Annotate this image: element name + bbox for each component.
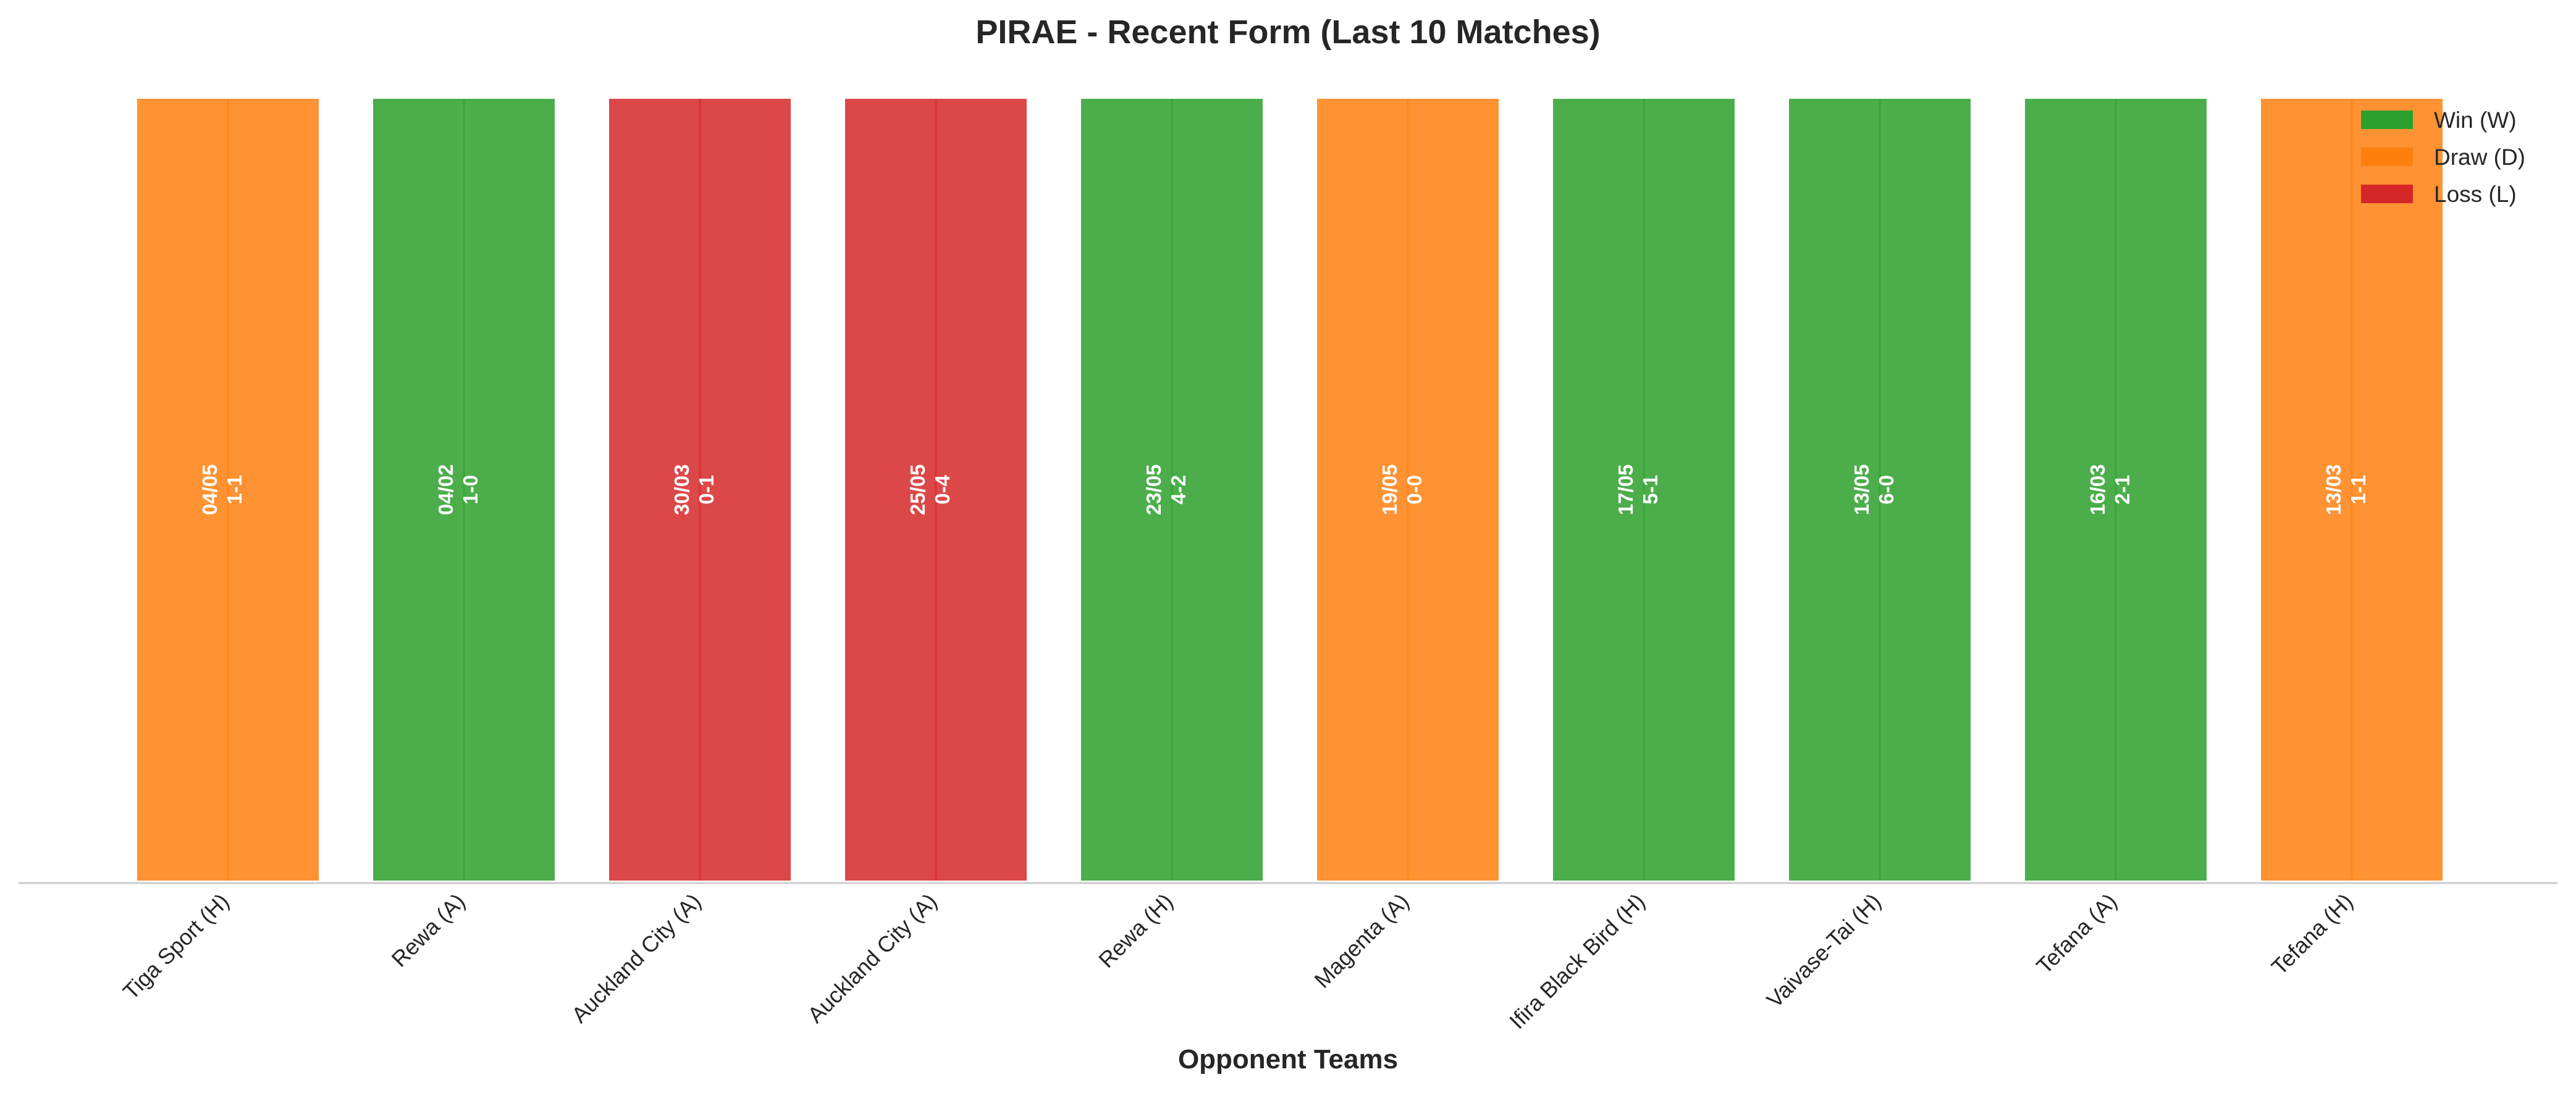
bar-date-label: 04/02 [434, 464, 457, 516]
legend-label-l: Loss (L) [2434, 182, 2517, 207]
x-tick-label: Vaivase-Tai (H) [1762, 889, 1886, 1013]
bars-group: 04/05 1-1 04/02 1-0 30/03 0-1 25/05 0-4 23/05 4-2… [135, 96, 2445, 883]
bar-score-label: 1-1 [2347, 475, 2370, 505]
bar-date-label: 16/03 [2086, 464, 2109, 516]
bar-score-label: 6-0 [1875, 475, 1898, 505]
x-tick-labels: Tiga Sport (H) Rewa (A) Auckland City (A) A… [118, 889, 2358, 1034]
x-tick-label: Magenta (A) [1310, 889, 1414, 993]
legend-label-w: Win (W) [2434, 107, 2517, 133]
bar-date-label: 04/05 [198, 464, 221, 516]
bar-score-label: 0-0 [1403, 475, 1426, 505]
bar-date-label: 30/03 [670, 464, 693, 516]
bar-score-label: 5-1 [1639, 475, 1662, 505]
x-tick-label: Rewa (H) [1093, 889, 1177, 973]
bar-date-label: 19/05 [1378, 464, 1401, 516]
legend-swatch-w [2361, 111, 2413, 129]
x-tick-label: Tiga Sport (H) [118, 889, 234, 1005]
legend-swatch-d [2361, 148, 2413, 166]
x-tick-label: Rewa (A) [387, 889, 470, 972]
x-tick-label: Auckland City (A) [566, 889, 706, 1028]
legend: Win (W) Draw (D) Loss (L) [2361, 107, 2525, 207]
bar-score-label: 0-4 [931, 475, 954, 505]
bar-date-label: 25/05 [906, 464, 929, 516]
bar-score-label: 2-1 [2111, 475, 2134, 505]
bar-date-label: 13/05 [1850, 464, 1873, 516]
bar-date-label: 13/03 [2322, 464, 2345, 516]
x-tick-label: Tefana (H) [2267, 889, 2358, 980]
bar-score-label: 1-0 [459, 475, 482, 505]
legend-swatch-l [2361, 185, 2413, 203]
x-tick-label: Ifira Black Bird (H) [1504, 889, 1649, 1034]
x-tick-label: Tefana (A) [2031, 889, 2121, 979]
bar-date-label: 17/05 [1614, 464, 1637, 516]
x-axis-label: Opponent Teams [1178, 1044, 1398, 1074]
bar-score-label: 0-1 [695, 475, 718, 505]
legend-label-d: Draw (D) [2434, 144, 2525, 170]
chart-title: PIRAE - Recent Form (Last 10 Matches) [975, 14, 1600, 51]
bar-score-label: 1-1 [223, 475, 246, 505]
bar-score-label: 4-2 [1167, 475, 1190, 505]
x-tick-label: Auckland City (A) [802, 889, 942, 1028]
bar-date-label: 23/05 [1142, 464, 1165, 516]
